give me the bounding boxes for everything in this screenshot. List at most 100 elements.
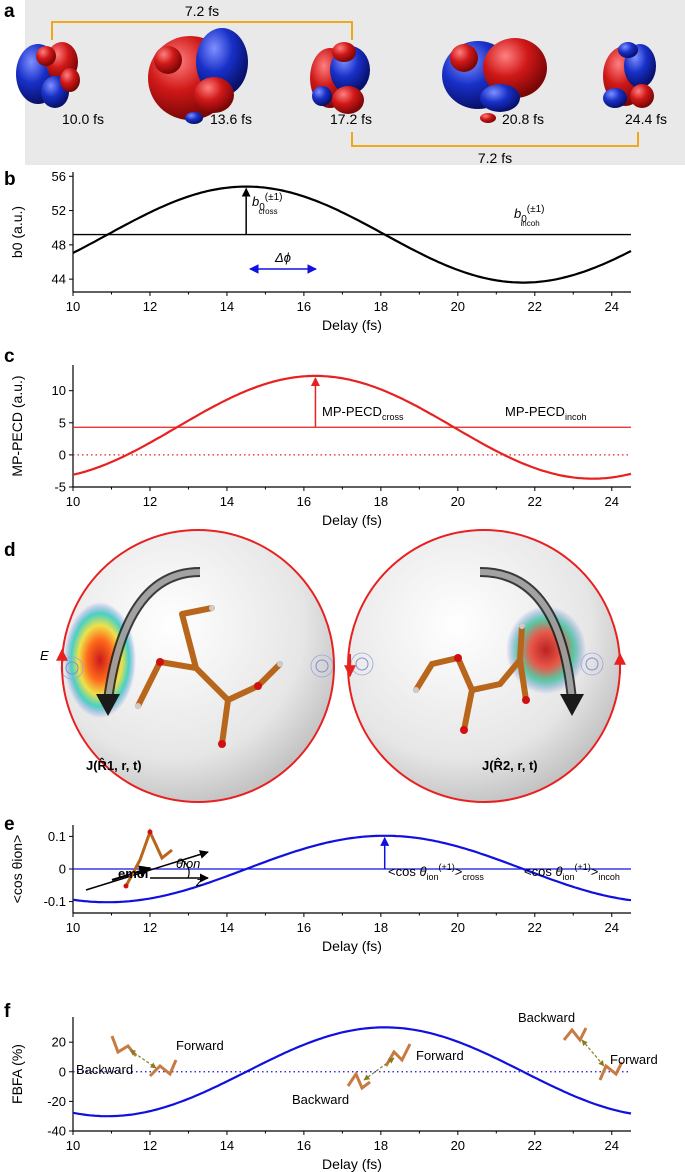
x-tick-label-f: 12 bbox=[143, 1138, 157, 1153]
x-tick-label-c: 16 bbox=[297, 494, 311, 509]
z-axis-label: z bbox=[195, 874, 203, 889]
y-tick-label-b: 48 bbox=[52, 237, 66, 252]
x-tick-label-b: 16 bbox=[297, 299, 311, 314]
x-tick-label-f: 22 bbox=[528, 1138, 542, 1153]
current-arrow-right bbox=[560, 694, 584, 716]
y-tick-label-e: -0.1 bbox=[44, 894, 66, 909]
x-axis-label-c: Delay (fs) bbox=[322, 512, 382, 528]
orbital-frame-2 bbox=[148, 28, 248, 124]
x-tick-label-b: 18 bbox=[374, 299, 388, 314]
y-tick-label-c: -5 bbox=[54, 480, 66, 495]
period-label-bottom: 7.2 fs bbox=[478, 150, 512, 166]
x-tick-label-c: 14 bbox=[220, 494, 234, 509]
y-tick-label-e: 0.1 bbox=[48, 829, 66, 844]
x-tick-label-b: 24 bbox=[605, 299, 619, 314]
period-bracket-top bbox=[51, 21, 353, 40]
x-tick-label-b: 10 bbox=[66, 299, 80, 314]
panel-d: d E J(R̂1, r, t) bbox=[4, 529, 626, 803]
frame-time-4: 20.8 fs bbox=[502, 111, 544, 127]
x-tick-label-f: 18 bbox=[374, 1138, 388, 1153]
phase-shift-label: Δϕ bbox=[274, 250, 291, 265]
x-tick-label-e: 18 bbox=[374, 920, 388, 935]
frame-time-1: 10.0 fs bbox=[62, 111, 104, 127]
series-line-f-0 bbox=[72, 1026, 632, 1118]
x-tick-label-e: 22 bbox=[528, 920, 542, 935]
x-tick-label-e: 24 bbox=[605, 920, 619, 935]
y-tick-label-b: 56 bbox=[52, 169, 66, 184]
panel-label-d: d bbox=[4, 540, 16, 561]
forward-label-1: Forward bbox=[176, 1038, 224, 1053]
cos-incoh-label: <cos θion(+1)>incoh bbox=[524, 862, 620, 882]
b0-incoh-label: b0(±1) incoh bbox=[514, 204, 545, 228]
forward-label-2: Forward bbox=[416, 1048, 464, 1063]
orbital-frame-5 bbox=[603, 42, 656, 108]
x-tick-label-e: 12 bbox=[143, 920, 157, 935]
x-tick-label-f: 20 bbox=[451, 1138, 465, 1153]
orbital-frame-3 bbox=[310, 42, 370, 114]
panel-label-e: e bbox=[4, 814, 15, 835]
orbital-frame-1 bbox=[16, 42, 80, 108]
x-tick-label-e: 14 bbox=[220, 920, 234, 935]
panel-a: a 7.2 fs bbox=[4, 0, 685, 166]
x-tick-label-f: 24 bbox=[605, 1138, 619, 1153]
chart-b: 10 12 14 16 18 20 22 24 44 48 52 56 Delay (fs) b0 (a.… bbox=[9, 169, 632, 333]
series-line-b-0 bbox=[72, 185, 632, 284]
x-tick-label-c: 12 bbox=[143, 494, 157, 509]
emol-label: emol bbox=[118, 866, 148, 881]
molecule-icon-2 bbox=[346, 1043, 412, 1091]
current-arrow-left bbox=[96, 694, 120, 716]
frame-time-2: 13.6 fs bbox=[210, 111, 252, 127]
y-axis-label-b: b0 (a.u.) bbox=[9, 206, 25, 258]
molecule-left bbox=[135, 605, 283, 748]
backward-label-3: Backward bbox=[518, 1010, 575, 1025]
backward-label-1: Backward bbox=[76, 1062, 133, 1077]
field-label: E bbox=[40, 648, 49, 663]
x-tick-label-c: 24 bbox=[605, 494, 619, 509]
backward-label-2: Backward bbox=[292, 1092, 349, 1107]
orientation-inset bbox=[85, 828, 209, 891]
x-tick-label-c: 22 bbox=[528, 494, 542, 509]
b0-cross-label: b0(±1) cross bbox=[252, 192, 283, 216]
period-bracket-bottom bbox=[351, 132, 639, 147]
y-tick-label-b: 44 bbox=[52, 272, 66, 287]
y-tick-label-f: -20 bbox=[47, 1094, 66, 1109]
frame-time-3: 17.2 fs bbox=[330, 111, 372, 127]
x-tick-label-e: 20 bbox=[451, 920, 465, 935]
chart-e: 10 12 14 16 18 20 22 24 -0.1 0 0.1 Delay (fs) <cos θ… bbox=[9, 825, 632, 954]
cos-cross-label: <cos θion(+1)>cross bbox=[388, 862, 484, 882]
y-axis-label-f: FBFA (%) bbox=[9, 1044, 25, 1104]
x-tick-label-e: 16 bbox=[297, 920, 311, 935]
y-tick-label-c: 0 bbox=[59, 447, 66, 462]
theta-ion-label: θion bbox=[176, 856, 200, 871]
period-label-top: 7.2 fs bbox=[185, 3, 219, 19]
x-tick-label-b: 22 bbox=[528, 299, 542, 314]
x-tick-label-c: 10 bbox=[66, 494, 80, 509]
chart-f: 10 12 14 16 18 20 22 24 -40 -20 0 20 Delay (fs) FBFA … bbox=[9, 1017, 632, 1172]
x-tick-label-f: 14 bbox=[220, 1138, 234, 1153]
panel-c: c 10 12 14 16 18 20 22 24 -5 0 5 10 Delay (fs) MP-PEC… bbox=[4, 346, 632, 528]
panel-f: f 10 12 14 16 18 20 22 24 -40 -20 0 20 Delay (fs) FBF… bbox=[4, 1001, 658, 1172]
panel-label-b: b bbox=[4, 169, 16, 190]
panel-label-c: c bbox=[4, 346, 15, 367]
x-axis-label-b: Delay (fs) bbox=[322, 317, 382, 333]
panel-label-a: a bbox=[4, 1, 15, 22]
y-tick-label-b: 52 bbox=[52, 203, 66, 218]
panel-e: e 10 12 14 16 18 20 22 24 -0.1 0 0.1 Delay (fs) <cos… bbox=[4, 814, 632, 954]
y-tick-label-c: 5 bbox=[59, 415, 66, 430]
x-tick-label-f: 16 bbox=[297, 1138, 311, 1153]
frame-time-5: 24.4 fs bbox=[625, 111, 667, 127]
current-label-right: J(R̂2, r, t) bbox=[482, 758, 538, 773]
y-tick-label-e: 0 bbox=[59, 862, 66, 877]
y-tick-label-c: 10 bbox=[52, 383, 66, 398]
y-axis-label-e: <cos θion> bbox=[9, 835, 25, 904]
x-axis-label-f: Delay (fs) bbox=[322, 1156, 382, 1172]
x-axis-label-e: Delay (fs) bbox=[322, 938, 382, 954]
sphere-right bbox=[344, 529, 626, 803]
x-tick-label-b: 20 bbox=[451, 299, 465, 314]
y-axis-label-c: MP-PECD (a.u.) bbox=[9, 375, 25, 476]
molecule-right bbox=[413, 623, 530, 734]
molecule-icon-1 bbox=[110, 1035, 178, 1078]
x-tick-label-b: 12 bbox=[143, 299, 157, 314]
x-tick-label-e: 10 bbox=[66, 920, 80, 935]
